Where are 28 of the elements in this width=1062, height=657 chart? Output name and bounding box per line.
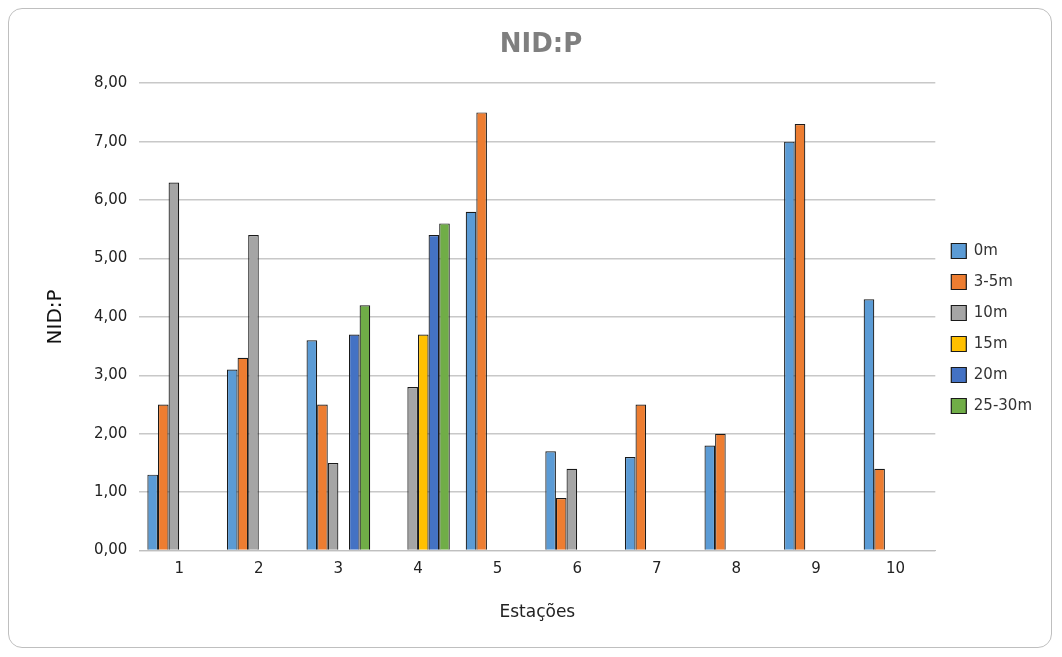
legend-label: 15m bbox=[973, 333, 1008, 352]
y-tick-label: 8,00 bbox=[93, 73, 128, 92]
x-tick-label: 7 bbox=[651, 559, 662, 578]
y-tick-label: 7,00 bbox=[93, 131, 128, 150]
x-axis-title: Estações bbox=[499, 601, 576, 622]
chart-title: NID:P bbox=[499, 28, 583, 59]
x-tick-label: 10 bbox=[885, 559, 906, 578]
y-tick-label: 5,00 bbox=[93, 248, 128, 267]
y-tick-label: 4,00 bbox=[93, 306, 128, 325]
y-tick-label: 2,00 bbox=[93, 423, 128, 442]
y-tick-label: 1,00 bbox=[93, 482, 128, 501]
legend-label: 20m bbox=[973, 364, 1008, 383]
legend-label: 3-5m bbox=[973, 271, 1013, 290]
x-tick-label: 6 bbox=[572, 559, 582, 578]
y-tick-label: 6,00 bbox=[93, 189, 128, 208]
x-tick-label: 5 bbox=[492, 559, 503, 578]
x-tick-label: 8 bbox=[731, 559, 742, 578]
y-tick-label: 3,00 bbox=[93, 365, 128, 384]
legend-label: 0m bbox=[973, 240, 998, 259]
x-tick-label: 1 bbox=[174, 559, 184, 578]
x-tick-label: 4 bbox=[413, 559, 423, 578]
x-tick-label: 2 bbox=[254, 559, 264, 578]
legend-label: 10m bbox=[973, 302, 1008, 321]
y-axis-title: NID:P bbox=[42, 289, 67, 345]
legend-label: 25-30m bbox=[973, 395, 1032, 414]
x-tick-label: 3 bbox=[333, 559, 344, 578]
y-tick-label: 0,00 bbox=[93, 540, 128, 559]
x-tick-label: 9 bbox=[811, 559, 821, 578]
